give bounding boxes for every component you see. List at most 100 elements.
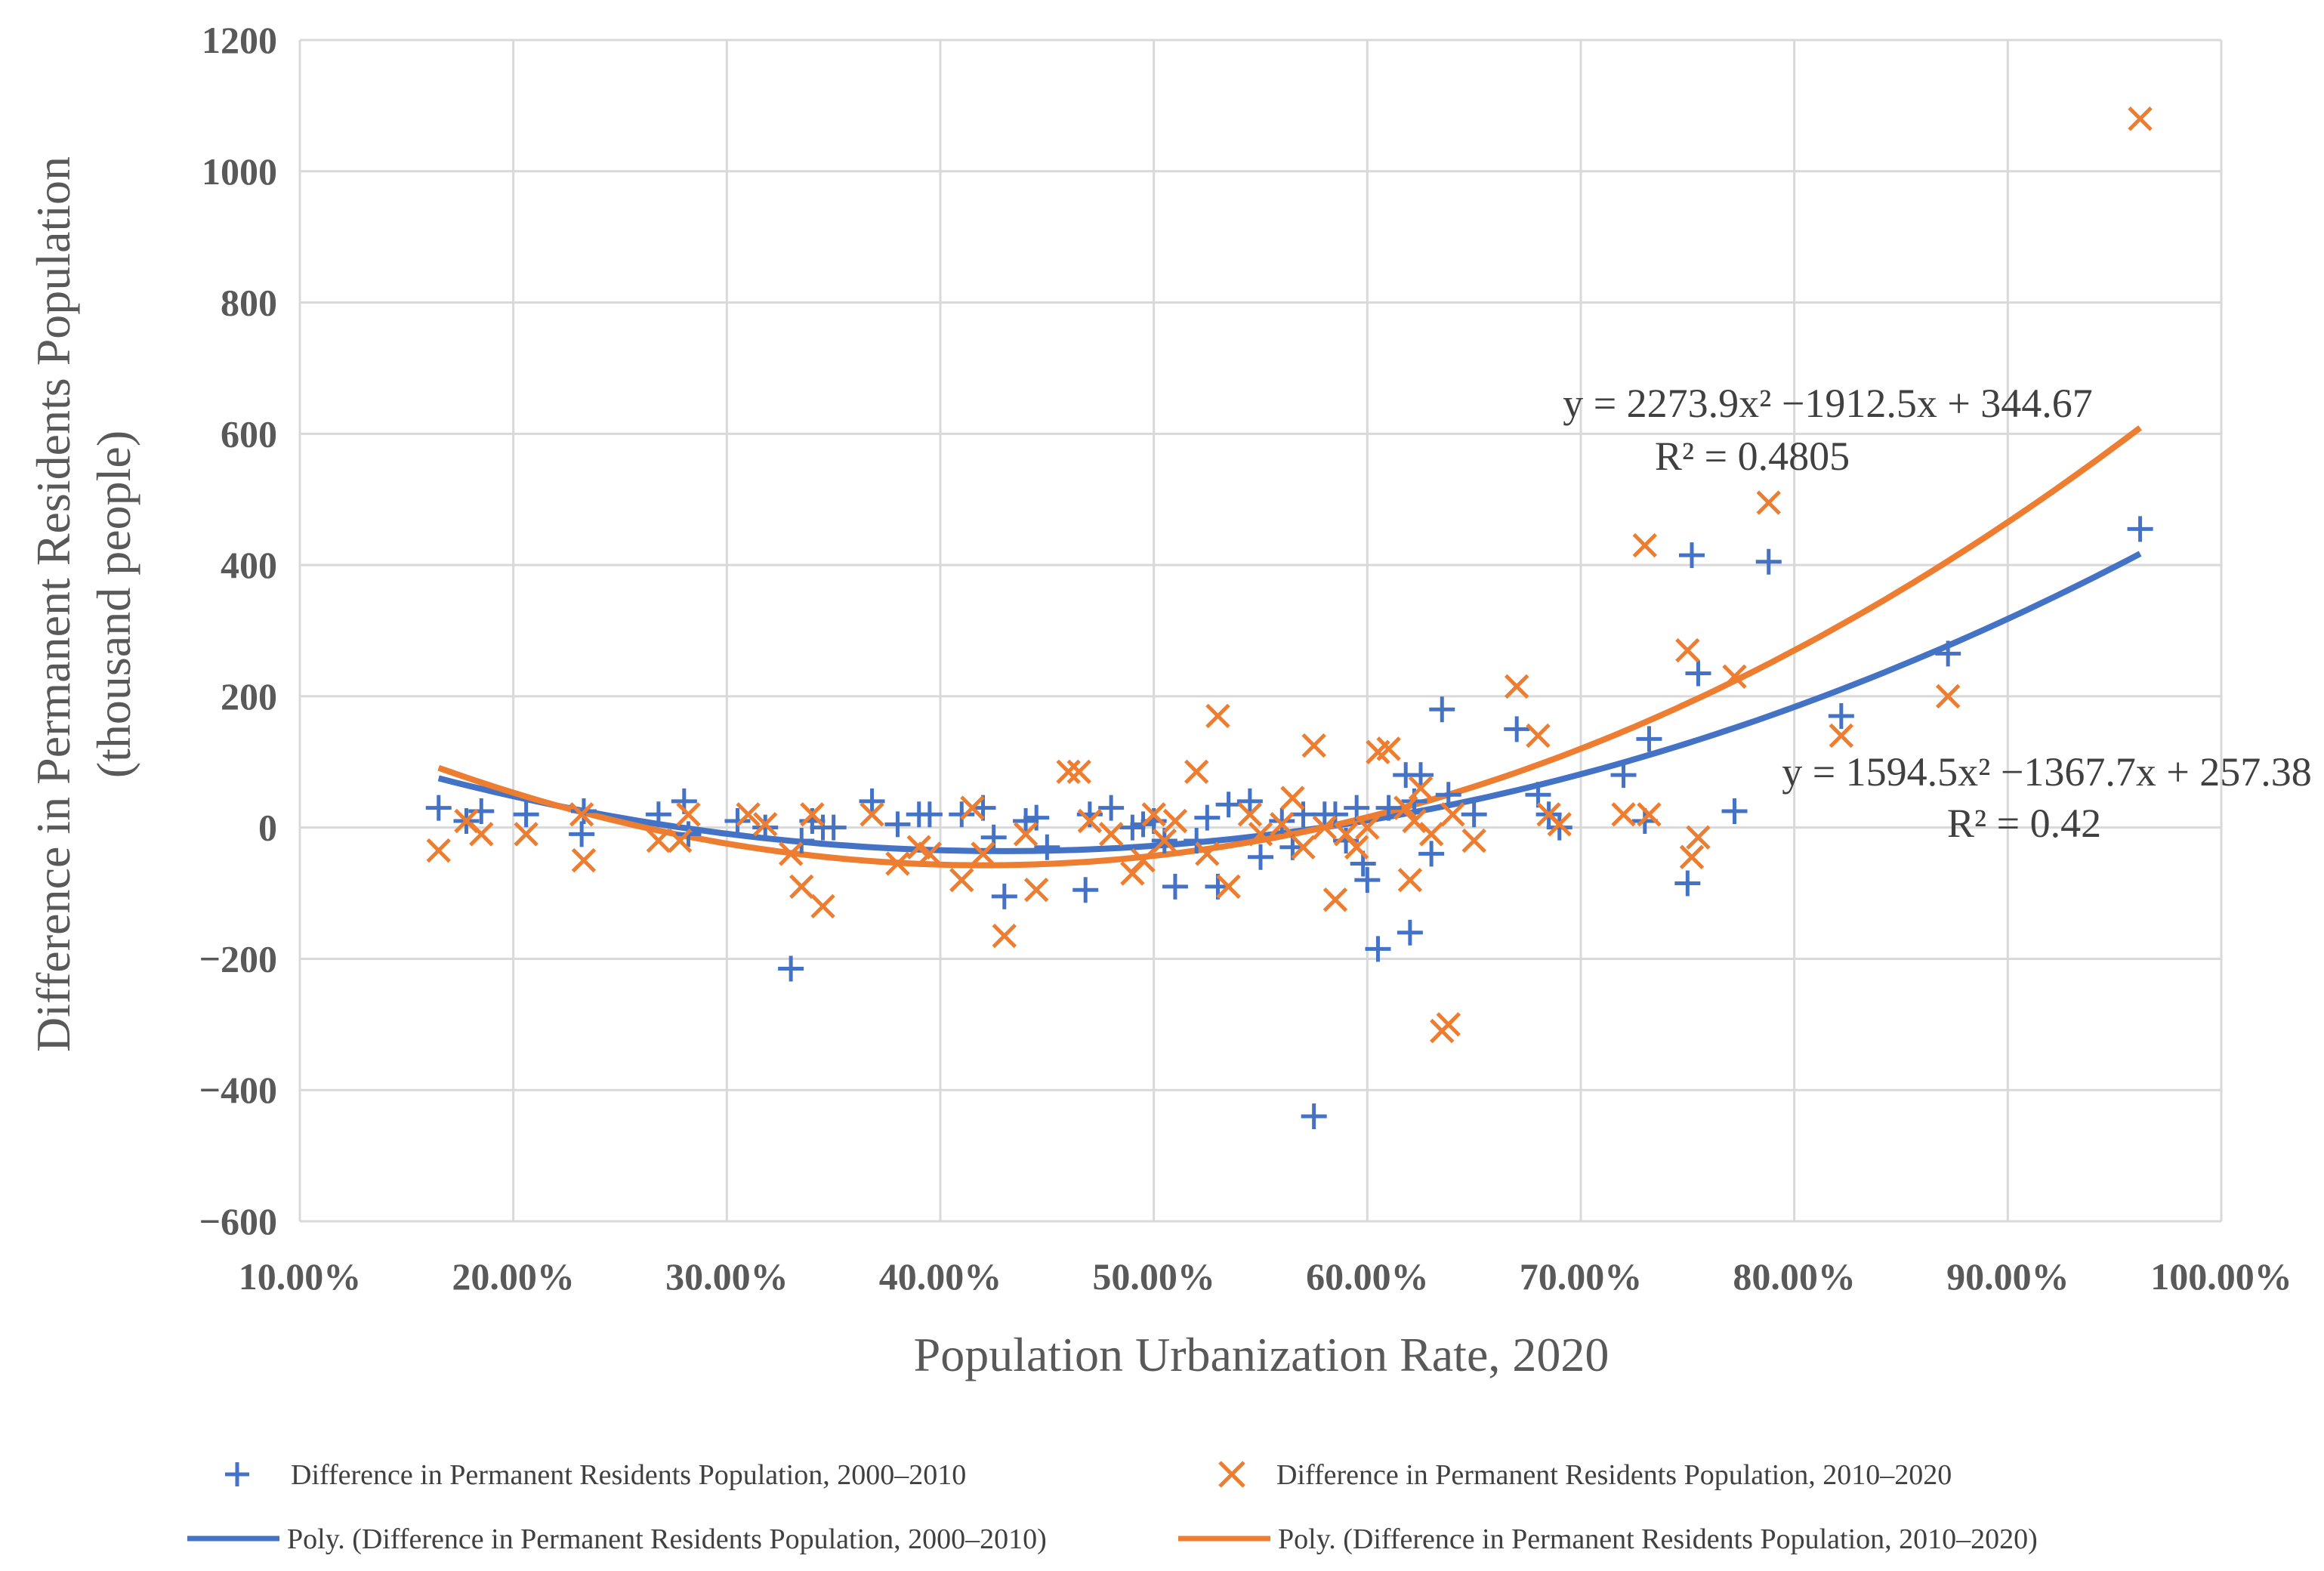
point-2010-2020 xyxy=(752,812,778,837)
point-2000-2010 xyxy=(1162,873,1188,900)
point-2000-2010 xyxy=(820,814,847,841)
point-2010-2020 xyxy=(1162,808,1188,834)
point-2010-2020 xyxy=(1322,887,1348,912)
point-2010-2020 xyxy=(1098,822,1124,847)
point-2000-2010 xyxy=(1546,814,1572,841)
point-2010-2020 xyxy=(1141,802,1166,827)
point-2010-2020 xyxy=(646,828,671,853)
point-2010-2020 xyxy=(1756,490,1781,515)
point-2010-2020 xyxy=(1301,733,1326,758)
point-2000-2010 xyxy=(752,814,779,841)
y-axis-title-line1: Difference in Permanent Residents Popula… xyxy=(26,156,80,1052)
y-tick-label: 200 xyxy=(221,675,277,718)
point-2010-2020 xyxy=(1280,786,1305,810)
point-2000-2010 xyxy=(859,788,885,814)
point-2010-2020 xyxy=(1722,664,1747,690)
point-2010-2020 xyxy=(1248,822,1273,847)
point-2000-2010 xyxy=(1408,762,1434,789)
point-2000-2010 xyxy=(724,807,751,834)
legend-label-orange-trend: Poly. (Difference in Permanent Residents… xyxy=(1278,1523,2038,1555)
point-2010-2020 xyxy=(1184,759,1209,785)
y-tick-label: 400 xyxy=(221,544,277,586)
point-2000-2010 xyxy=(1215,792,1242,818)
point-2000-2010 xyxy=(1636,726,1662,752)
point-2000-2010 xyxy=(1194,804,1221,831)
point-2000-2010 xyxy=(1828,702,1854,729)
legend-item-orange-points: Difference in Permanent Residents Popula… xyxy=(1218,1459,1952,1491)
point-2010-2020 xyxy=(1195,841,1220,866)
point-2000-2010 xyxy=(1504,716,1530,742)
point-2010-2020 xyxy=(1216,874,1241,900)
point-2000-2010 xyxy=(1184,828,1210,854)
legend-plus-marker xyxy=(225,1462,249,1486)
x-tick-label: 20.00% xyxy=(452,1255,575,1298)
point-2000-2010 xyxy=(1610,762,1637,789)
point-2000-2010 xyxy=(1119,814,1146,841)
point-2010-2020 xyxy=(885,851,910,876)
point-2010-2020 xyxy=(1637,802,1662,827)
point-2000-2010 xyxy=(1269,807,1295,834)
point-2000-2010 xyxy=(1435,782,1461,808)
point-2010-2020 xyxy=(778,841,804,866)
point-2010-2020 xyxy=(1237,802,1263,827)
point-2010-2020 xyxy=(1397,867,1423,893)
x-tick-label: 70.00% xyxy=(1520,1255,1643,1298)
point-2000-2010 xyxy=(1721,798,1748,824)
trendline-orange xyxy=(437,425,2143,869)
y-tick-label: 0 xyxy=(258,807,277,849)
point-2010-2020 xyxy=(1066,759,1091,785)
orange-trend-equation: y = 2273.9x² −1912.5x + 344.67 xyxy=(1563,381,2093,426)
point-2010-2020 xyxy=(992,923,1017,949)
blue-trend-r2: R² = 0.42 xyxy=(1947,801,2101,846)
point-2010-2020 xyxy=(1077,808,1103,834)
point-2010-2020 xyxy=(960,795,985,820)
blue-trend-equation: y = 1594.5x² −1367.7x + 257.38 xyxy=(1782,749,2312,795)
point-2010-2020 xyxy=(514,822,539,847)
point-2010-2020 xyxy=(1461,828,1486,853)
point-2010-2020 xyxy=(971,841,995,866)
point-2000-2010 xyxy=(916,801,943,828)
y-tick-label: −600 xyxy=(199,1200,278,1242)
point-2000-2010 xyxy=(1429,696,1455,723)
y-tick-label: 1000 xyxy=(202,150,277,193)
point-2010-2020 xyxy=(1526,723,1551,748)
point-2010-2020 xyxy=(1056,759,1081,785)
point-2010-2020 xyxy=(1131,847,1156,873)
x-tick-label: 50.00% xyxy=(1092,1255,1215,1298)
point-2010-2020 xyxy=(1270,812,1295,837)
point-2000-2010 xyxy=(1248,844,1273,870)
x-axis-ticks: 10.00% 20.00% 30.00% 40.00% 50.00% 60.00% 70.0… xyxy=(239,1255,2292,1298)
point-2000-2010 xyxy=(1013,807,1039,834)
point-2010-2020 xyxy=(1152,828,1177,853)
point-2010-2020 xyxy=(1408,776,1434,801)
legend-label-blue-points: Difference in Permanent Residents Popula… xyxy=(291,1459,966,1491)
y-tick-label: −400 xyxy=(199,1069,278,1111)
point-2000-2010 xyxy=(468,798,495,824)
point-2000-2010 xyxy=(1023,804,1050,831)
point-2000-2010 xyxy=(980,824,1007,850)
point-2010-2020 xyxy=(1376,736,1401,761)
point-2000-2010 xyxy=(1685,660,1711,687)
point-2000-2010 xyxy=(1461,801,1487,828)
point-2010-2020 xyxy=(810,894,835,919)
point-2000-2010 xyxy=(1365,936,1391,962)
x-axis-title: Population Urbanization Rate, 2020 xyxy=(914,1328,1610,1381)
point-2010-2020 xyxy=(1393,795,1418,820)
point-2010-2020 xyxy=(1436,1012,1461,1037)
point-2000-2010 xyxy=(569,821,595,847)
point-2010-2020 xyxy=(569,802,594,827)
x-tick-label: 30.00% xyxy=(665,1255,789,1298)
point-2010-2020 xyxy=(860,802,884,827)
point-2000-2010 xyxy=(789,828,815,854)
point-2010-2020 xyxy=(1829,723,1854,748)
point-2000-2010 xyxy=(1375,795,1402,821)
point-2000-2010 xyxy=(778,955,804,982)
y-tick-label: 1200 xyxy=(202,19,277,61)
point-2000-2010 xyxy=(1034,834,1060,860)
point-2000-2010 xyxy=(949,801,975,828)
legend-item-blue-points: Difference in Permanent Residents Popula… xyxy=(225,1459,966,1491)
point-2010-2020 xyxy=(1675,637,1700,663)
point-2010-2020 xyxy=(789,874,814,900)
